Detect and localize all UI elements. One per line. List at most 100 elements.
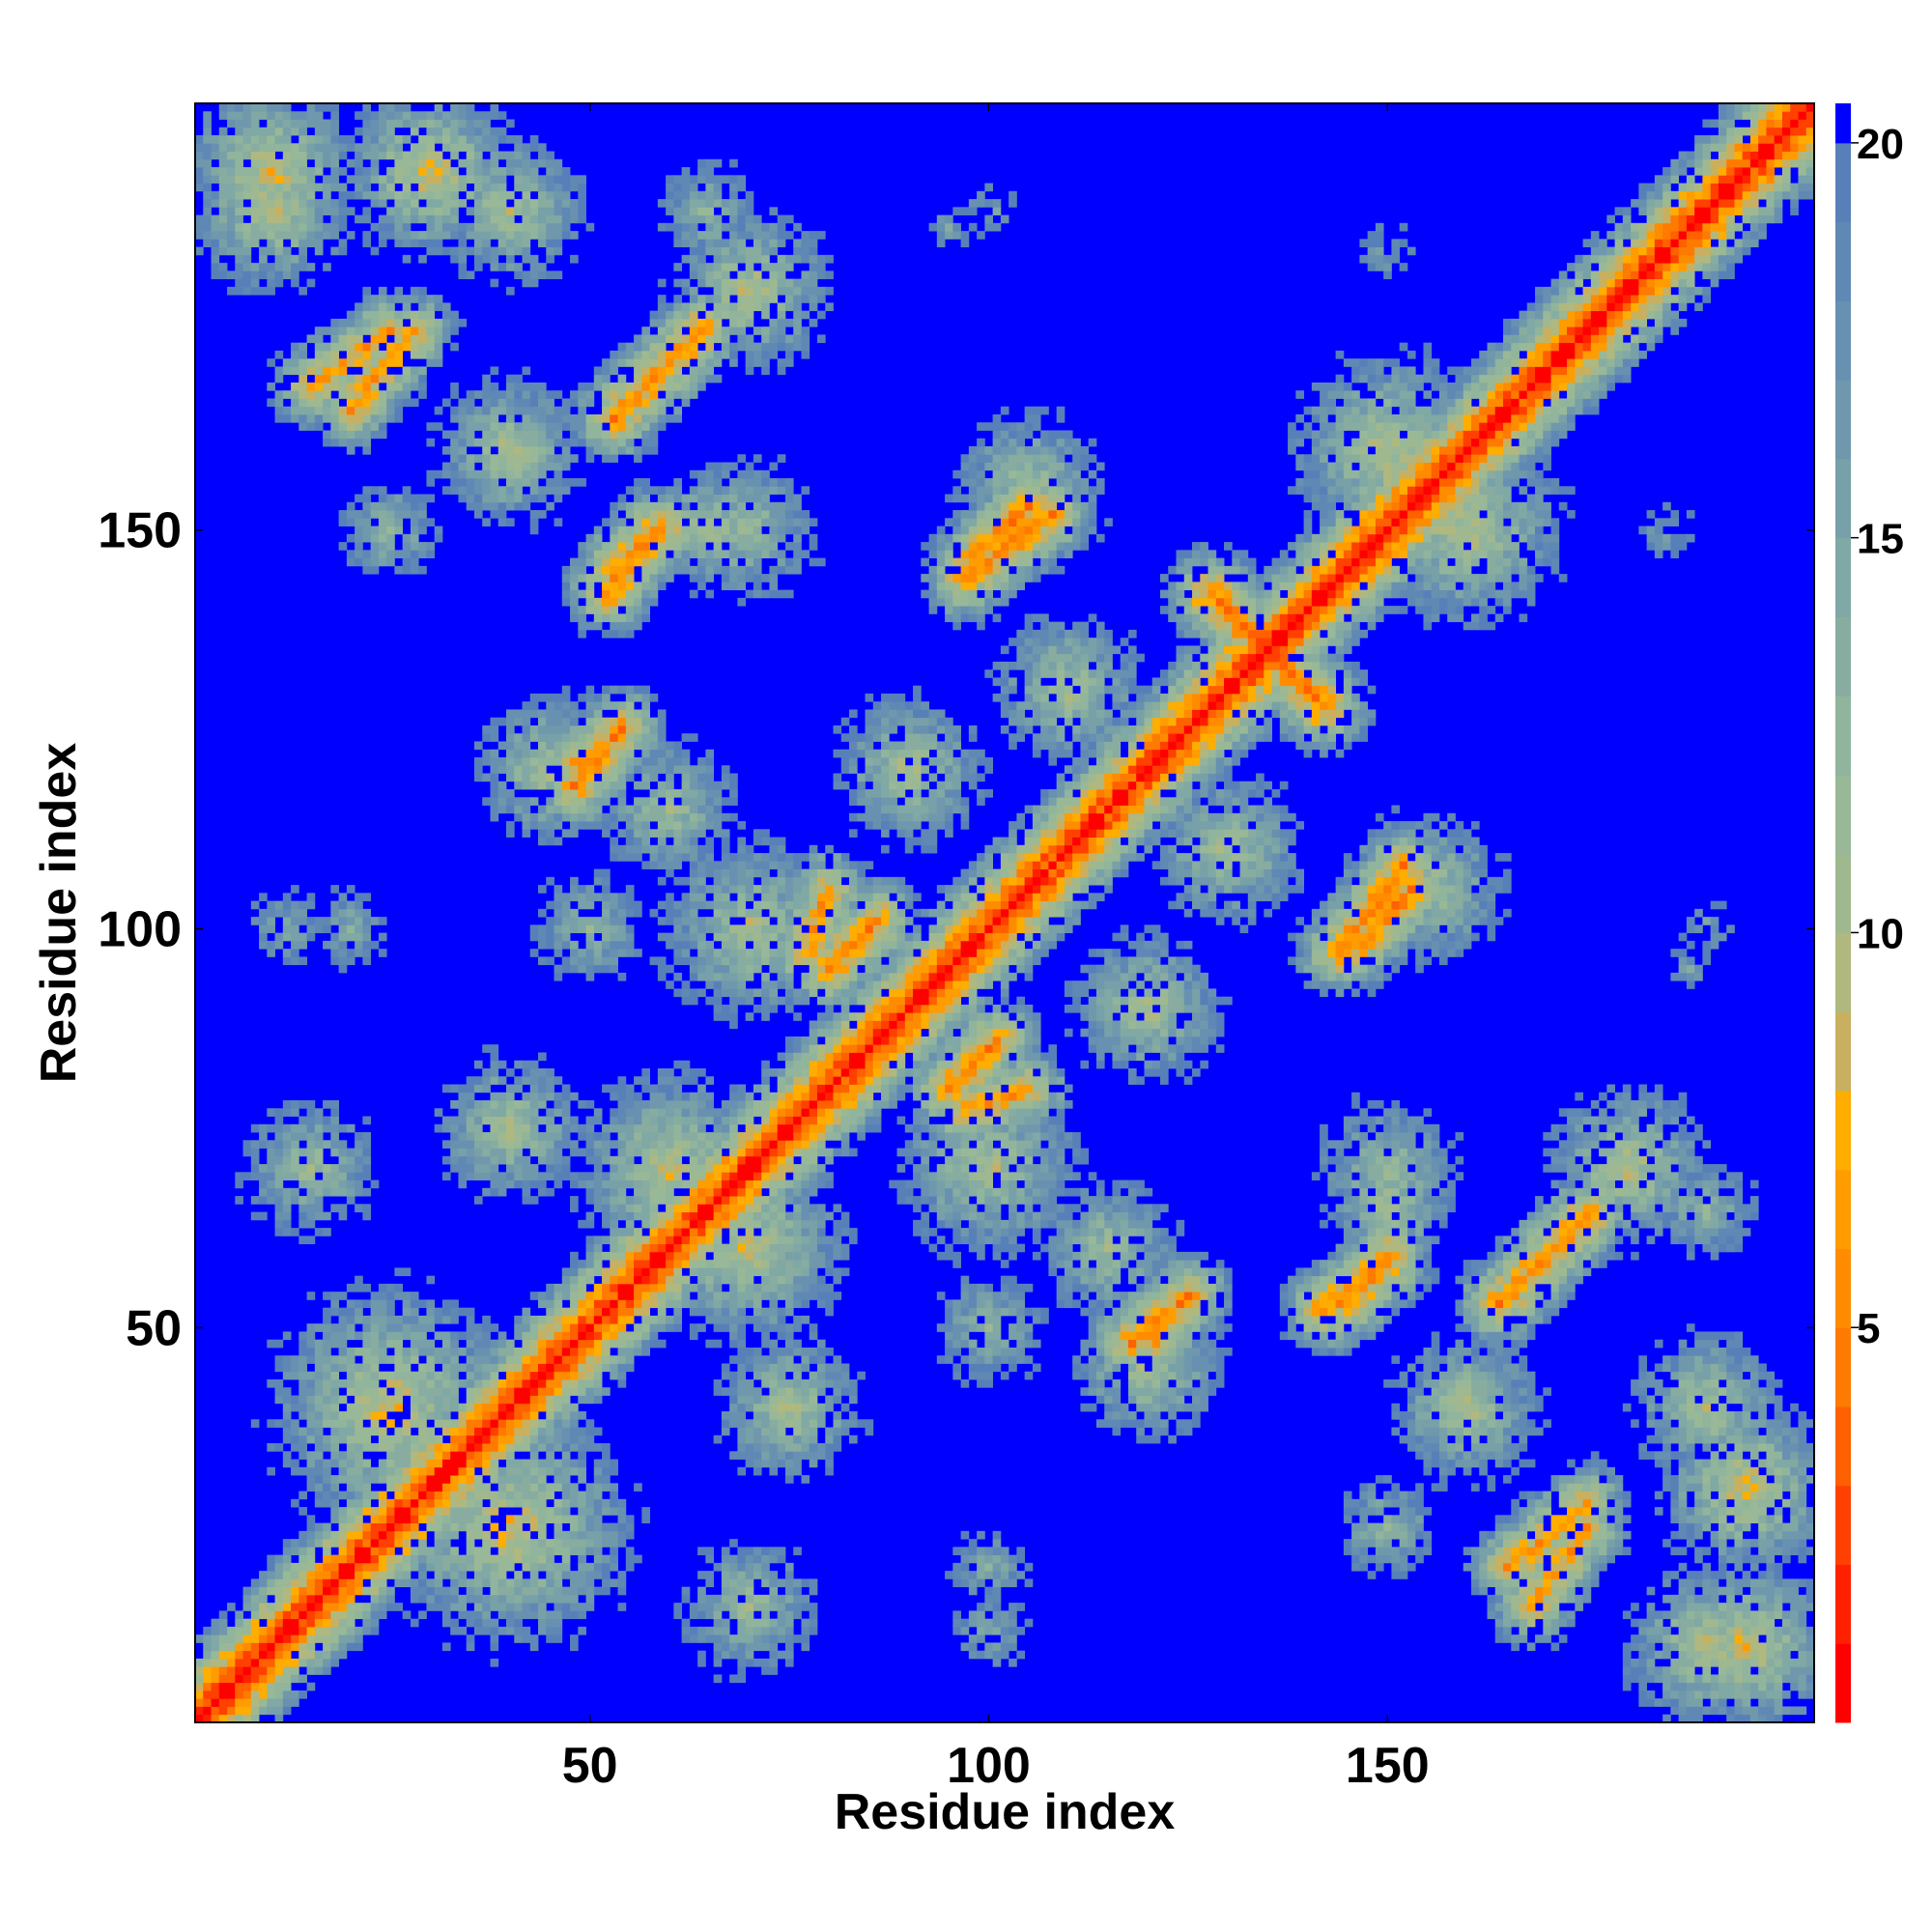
heatmap-cell [617,1347,627,1356]
heatmap-cell [641,1299,650,1309]
heatmap-cell [593,1204,603,1213]
heatmap-cell [306,1187,316,1197]
heatmap-cell [578,885,586,894]
heatmap-cell [585,398,595,408]
heatmap-cell [418,1331,427,1341]
heatmap-cell [291,1562,299,1572]
heatmap-cell [522,151,531,160]
heatmap-cell [355,390,363,399]
heatmap-cell [490,254,499,264]
heatmap-cell [362,940,372,950]
heatmap-cell [370,1403,380,1412]
heatmap-cell [522,246,531,256]
heatmap-cell [538,1554,547,1564]
heatmap-cell [418,1547,427,1556]
heatmap-cell [490,1634,499,1643]
heatmap-cell [514,486,523,495]
heatmap-cell [649,1251,659,1261]
heatmap-cell [681,1292,691,1300]
heatmap-cell [362,1610,372,1620]
heatmap-cell [554,406,563,415]
heatmap-cell [505,1068,515,1077]
heatmap-cell [538,454,547,463]
heatmap-cell [298,1355,307,1364]
heatmap-cell [378,111,387,120]
heatmap-cell [195,143,204,152]
heatmap-cell [649,358,659,367]
heatmap-cell [466,1148,475,1157]
heatmap-cell [529,263,539,271]
heatmap-cell [267,1642,275,1652]
heatmap-cell [441,158,451,168]
heatmap-cell [330,1578,340,1588]
heatmap-cell [570,582,579,591]
heatmap-cell [323,406,331,415]
heatmap-cell [355,438,363,447]
heatmap-cell [418,143,427,152]
heatmap-cell [298,413,307,423]
heatmap-cell [546,829,554,838]
heatmap-cell [362,1466,372,1476]
heatmap-cell [554,1315,563,1324]
heatmap-cell [338,390,348,399]
heatmap-cell [649,1283,659,1293]
heatmap-cell [282,1371,292,1380]
heatmap-cell [578,1539,586,1548]
heatmap-cell [482,757,491,766]
heatmap-cell [466,1331,475,1341]
heatmap-cell [346,1435,355,1444]
heatmap-cell [649,1331,659,1341]
heatmap-cell [641,1307,650,1317]
heatmap-cell [458,1435,468,1444]
heatmap-cell [370,1539,380,1548]
heatmap-cell [634,1260,642,1268]
heatmap-cell [657,278,667,288]
heatmap-cell [578,1347,586,1356]
heatmap-cell [538,446,547,455]
heatmap-cell [314,167,324,176]
heatmap-cell [482,1443,491,1452]
heatmap-cell [522,821,531,830]
heatmap-cell [362,231,372,240]
heatmap-cell [274,1586,284,1596]
heatmap-cell [561,446,571,455]
heatmap-cell [306,183,316,192]
heatmap-cell [378,550,387,558]
heatmap-cell [634,949,642,957]
heatmap-cell [227,1666,236,1675]
heatmap-cell [426,1387,436,1396]
heatmap-cell [657,829,667,838]
heatmap-cell [546,462,554,471]
heatmap-cell [441,214,451,224]
heatmap-cell [578,406,586,415]
heatmap-cell [610,717,618,726]
heatmap-cell [522,167,531,176]
heatmap-cell [370,1522,380,1532]
heatmap-cell [657,1084,667,1094]
heatmap-cell [355,1634,363,1643]
heatmap-cell [441,1339,451,1349]
heatmap-cell [473,406,483,415]
heatmap-cell [546,1395,554,1405]
heatmap-cell [259,1586,268,1596]
heatmap-cell [546,1283,554,1293]
heatmap-cell [314,103,324,112]
heatmap-cell [227,231,236,240]
heatmap-cell [497,789,507,798]
heatmap-cell [561,1435,571,1444]
heatmap-cell [235,1618,243,1628]
heatmap-cell [666,327,674,335]
heatmap-cell [625,693,635,702]
heatmap-cell [330,231,340,240]
heatmap-cell [593,765,603,774]
heatmap-cell [259,1706,268,1716]
heatmap-cell [306,1108,316,1117]
heatmap-cell [514,781,523,790]
heatmap-cell [602,1562,611,1572]
heatmap-cell [267,1658,275,1667]
heatmap-cell [466,1403,475,1412]
heatmap-cell [291,1578,299,1588]
heatmap-cell [593,1307,603,1317]
heatmap-cell [490,1491,499,1500]
heatmap-cell [386,1307,395,1317]
